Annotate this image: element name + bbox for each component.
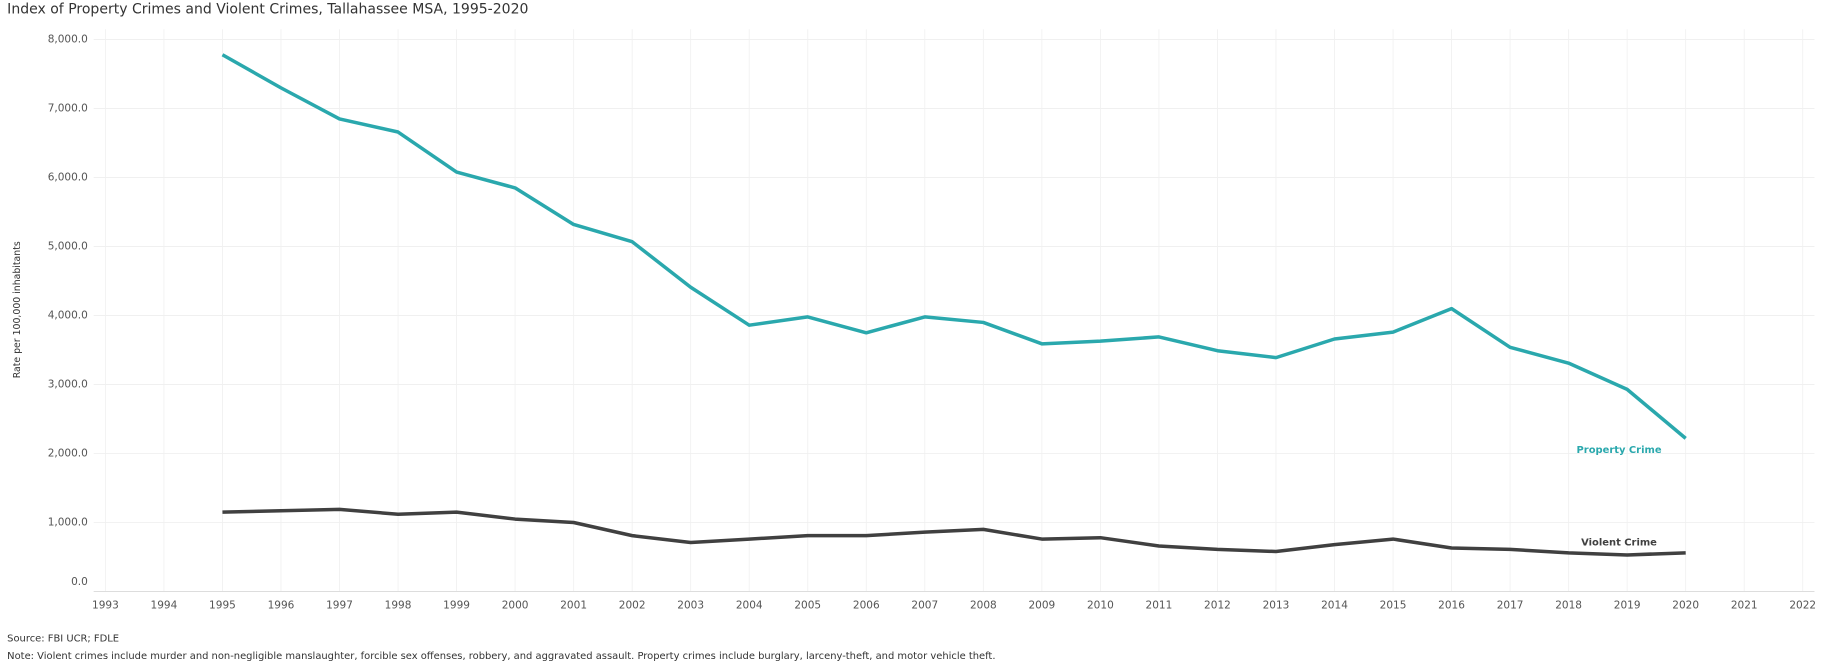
x-tick-label: 2001 (560, 600, 587, 612)
x-tick-label: 2012 (1204, 600, 1231, 612)
note: Note: Violent crimes include murder and … (7, 651, 995, 662)
y-tick-label: 3,000.0 (48, 379, 88, 391)
series-line (221, 53, 1687, 440)
x-tick-label: 2010 (1087, 600, 1114, 612)
x-tick-label: 1999 (443, 600, 470, 612)
y-axis-label: Rate per 100,000 inhabitants (12, 241, 23, 378)
source: Source: FBI UCR; FDLE (7, 633, 119, 644)
y-tick-label: 7,000.0 (48, 103, 88, 115)
x-tick-label: 2019 (1614, 600, 1641, 612)
y-tick-label: 6,000.0 (48, 172, 88, 184)
x-tick-label: 1997 (326, 600, 353, 612)
x-tick-label: 2000 (502, 600, 529, 612)
y-tick-label: 5,000.0 (48, 241, 88, 253)
x-tick-label: 2006 (853, 600, 880, 612)
x-tick-label: 2009 (1028, 600, 1055, 612)
x-tick-label: 2015 (1380, 600, 1407, 612)
x-tick-label: 1994 (151, 600, 178, 612)
x-tick-label: 2021 (1731, 600, 1758, 612)
x-tick-label: 2003 (677, 600, 704, 612)
series-label: Property Crime (1577, 445, 1662, 456)
y-tick-label: 8,000.0 (48, 34, 88, 46)
x-tick-label: 1996 (268, 600, 295, 612)
y-tick-label: 0.0 (71, 576, 88, 588)
x-tick-label: 2017 (1497, 600, 1524, 612)
x-tick-label: 2022 (1789, 600, 1816, 612)
x-tick-label: 1998 (385, 600, 412, 612)
x-tick-label: 2014 (1321, 600, 1348, 612)
x-tick-label: 2005 (794, 600, 821, 612)
x-tick-label: 2008 (970, 600, 997, 612)
x-tick-label: 1995 (209, 600, 236, 612)
x-tick-label: 2013 (1263, 600, 1290, 612)
x-tick-label: 2016 (1438, 600, 1465, 612)
x-tick-label: 2020 (1672, 600, 1699, 612)
x-tick-label: 2018 (1555, 600, 1582, 612)
x-tick-label: 1993 (92, 600, 119, 612)
x-tick-label: 2002 (619, 600, 646, 612)
series-label: Violent Crime (1581, 537, 1657, 548)
chart-title: Index of Property Crimes and Violent Cri… (7, 1, 528, 17)
x-tick-label: 2007 (911, 600, 938, 612)
series-line (222, 507, 1686, 557)
y-tick-label: 2,000.0 (48, 448, 88, 460)
y-tick-label: 4,000.0 (48, 310, 88, 322)
y-tick-label: 1,000.0 (48, 517, 88, 529)
x-tick-label: 2004 (736, 600, 763, 612)
x-tick-label: 2011 (1146, 600, 1173, 612)
